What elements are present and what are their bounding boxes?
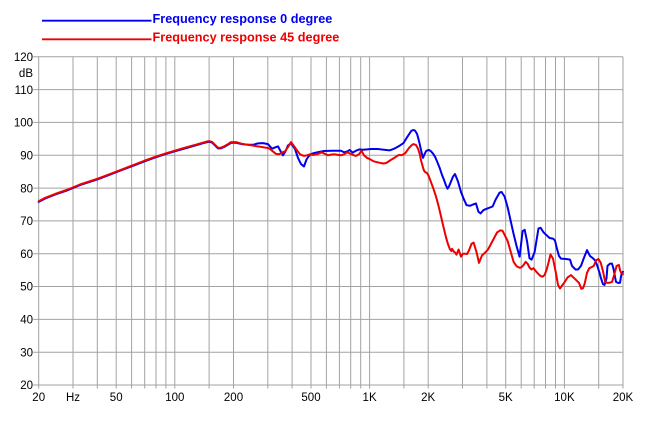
- svg-text:Frequency response 0 degree: Frequency response 0 degree: [153, 12, 333, 26]
- svg-text:2K: 2K: [421, 392, 435, 404]
- svg-text:200: 200: [224, 392, 243, 404]
- svg-text:50: 50: [110, 392, 123, 404]
- svg-text:110: 110: [15, 85, 33, 97]
- svg-text:40: 40: [20, 315, 33, 327]
- svg-text:10K: 10K: [554, 392, 575, 404]
- svg-text:Hz: Hz: [66, 392, 80, 404]
- svg-text:120: 120: [14, 52, 33, 64]
- svg-text:500: 500: [301, 392, 320, 404]
- svg-text:20: 20: [20, 380, 33, 392]
- svg-text:30: 30: [20, 347, 33, 359]
- svg-text:70: 70: [20, 216, 33, 228]
- svg-text:100: 100: [165, 392, 184, 404]
- svg-text:50: 50: [20, 282, 33, 294]
- svg-text:Frequency response 45 degree: Frequency response 45 degree: [153, 30, 340, 44]
- svg-text:20K: 20K: [613, 392, 634, 404]
- svg-text:60: 60: [20, 249, 33, 261]
- svg-text:80: 80: [20, 183, 33, 195]
- svg-text:90: 90: [20, 151, 33, 163]
- svg-text:5K: 5K: [499, 392, 513, 404]
- svg-text:100: 100: [14, 118, 33, 130]
- svg-text:dB: dB: [19, 68, 33, 80]
- svg-text:20: 20: [32, 392, 45, 404]
- svg-text:1K: 1K: [363, 392, 377, 404]
